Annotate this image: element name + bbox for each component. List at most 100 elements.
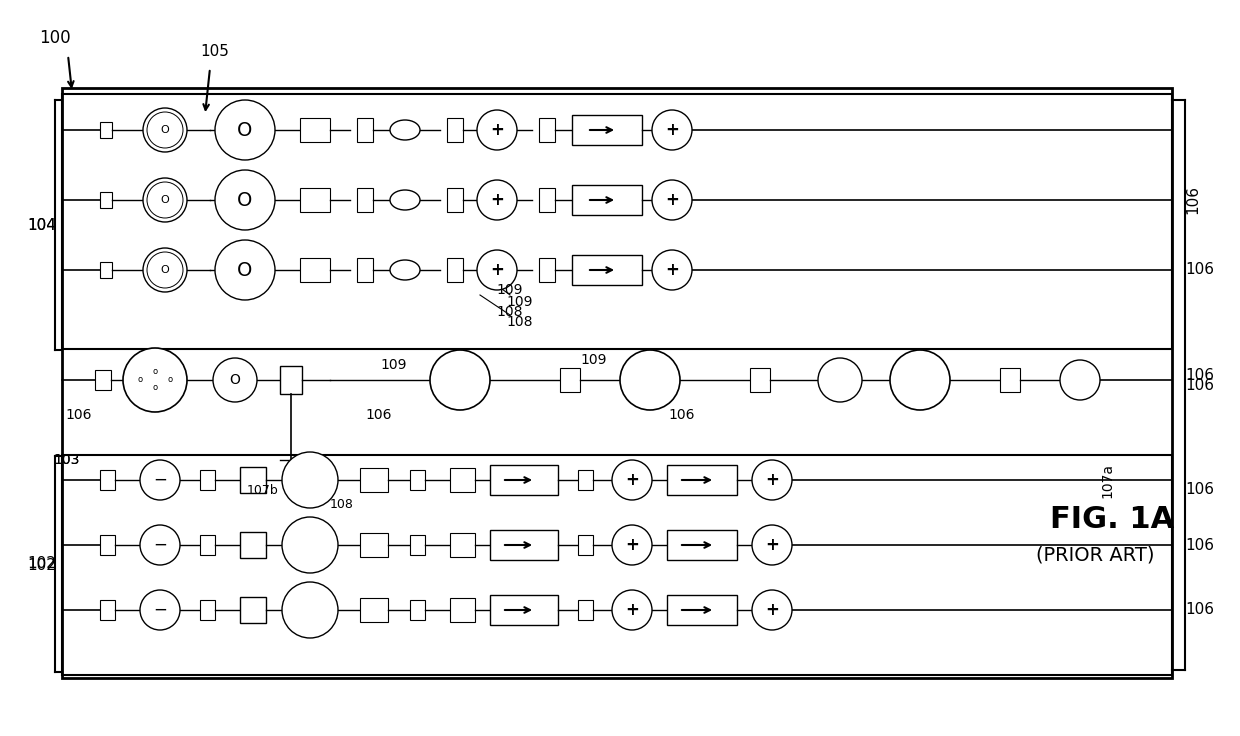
Text: +: + <box>625 536 639 554</box>
Bar <box>241 597 267 623</box>
Bar <box>100 122 112 138</box>
Text: +: + <box>625 601 639 619</box>
Bar <box>539 258 556 282</box>
Circle shape <box>890 350 950 410</box>
Bar <box>667 595 737 625</box>
Bar <box>999 368 1021 392</box>
Circle shape <box>430 350 490 410</box>
Circle shape <box>281 517 339 573</box>
Text: 108: 108 <box>330 498 353 512</box>
Circle shape <box>477 110 517 150</box>
Bar <box>450 468 475 492</box>
Bar <box>578 470 593 490</box>
Circle shape <box>477 180 517 220</box>
Circle shape <box>751 460 792 500</box>
Text: 109: 109 <box>507 295 533 309</box>
Bar <box>100 470 115 490</box>
Bar <box>539 188 556 212</box>
Text: +: + <box>765 471 779 489</box>
Circle shape <box>652 180 692 220</box>
Bar <box>578 600 593 620</box>
Circle shape <box>281 452 339 508</box>
Bar <box>410 470 425 490</box>
Circle shape <box>123 348 187 412</box>
Text: O: O <box>229 373 241 387</box>
Text: 106: 106 <box>66 408 92 422</box>
Circle shape <box>652 110 692 150</box>
Text: 107a: 107a <box>1100 462 1114 498</box>
Circle shape <box>613 525 652 565</box>
Bar <box>241 532 267 558</box>
Text: +: + <box>665 191 680 209</box>
Text: 109: 109 <box>580 353 606 367</box>
Circle shape <box>818 358 862 402</box>
Bar <box>450 533 475 557</box>
Bar <box>667 465 737 495</box>
Text: O: O <box>237 121 253 140</box>
Text: +: + <box>665 261 680 279</box>
Bar <box>446 258 463 282</box>
Bar <box>357 188 373 212</box>
Bar <box>300 258 330 282</box>
Bar <box>572 255 642 285</box>
Bar <box>572 115 642 145</box>
Circle shape <box>613 460 652 500</box>
Text: o: o <box>153 367 157 377</box>
Text: o: o <box>153 383 157 392</box>
Text: o: o <box>138 375 143 384</box>
Circle shape <box>143 108 187 152</box>
Bar <box>200 535 215 555</box>
Circle shape <box>148 252 184 288</box>
Bar <box>300 118 330 142</box>
Circle shape <box>143 178 187 222</box>
Text: O: O <box>161 195 170 205</box>
Text: +: + <box>625 471 639 489</box>
Bar <box>100 600 115 620</box>
Bar <box>446 188 463 212</box>
Text: +: + <box>490 191 503 209</box>
Text: 103: 103 <box>53 453 81 467</box>
Text: FIG. 1A: FIG. 1A <box>1050 506 1174 534</box>
Bar <box>360 598 388 622</box>
Bar <box>95 370 112 390</box>
Bar <box>750 368 770 392</box>
Text: 106: 106 <box>1185 537 1214 553</box>
Circle shape <box>613 590 652 630</box>
Bar <box>357 258 373 282</box>
Ellipse shape <box>391 260 420 280</box>
Bar <box>200 470 215 490</box>
Circle shape <box>148 112 184 148</box>
Text: 106: 106 <box>1185 378 1214 392</box>
Bar <box>446 118 463 142</box>
Bar <box>360 468 388 492</box>
Text: (PRIOR ART): (PRIOR ART) <box>1035 545 1154 565</box>
Text: 106: 106 <box>1185 185 1200 214</box>
Bar <box>62 88 1172 678</box>
Circle shape <box>215 240 275 300</box>
Text: 108: 108 <box>507 315 533 329</box>
Bar <box>490 530 558 560</box>
Text: 106: 106 <box>1185 263 1214 277</box>
Text: +: + <box>765 536 779 554</box>
Circle shape <box>281 582 339 638</box>
Ellipse shape <box>391 120 420 140</box>
Text: 105: 105 <box>201 44 229 60</box>
Bar <box>62 455 1172 675</box>
Text: O: O <box>161 265 170 275</box>
Circle shape <box>620 350 680 410</box>
Text: −: − <box>153 601 167 619</box>
Bar <box>490 595 558 625</box>
Bar <box>410 535 425 555</box>
Circle shape <box>148 182 184 218</box>
Text: 106: 106 <box>1185 603 1214 618</box>
Text: 103: 103 <box>53 453 81 467</box>
Bar <box>410 600 425 620</box>
Circle shape <box>215 170 275 230</box>
Text: 102: 102 <box>27 557 57 573</box>
Bar <box>357 118 373 142</box>
Circle shape <box>140 525 180 565</box>
Text: O: O <box>237 191 253 210</box>
Circle shape <box>213 358 257 402</box>
Text: 107b: 107b <box>247 484 278 497</box>
Text: o: o <box>167 375 172 384</box>
